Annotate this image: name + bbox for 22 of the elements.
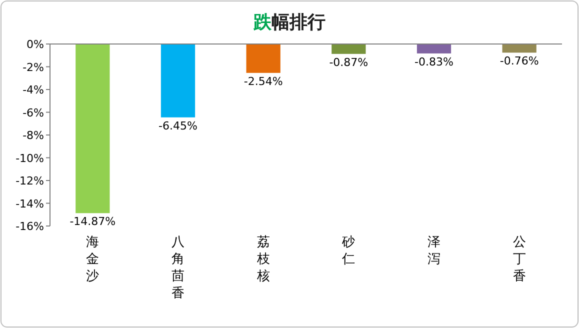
y-tick-label: 0%	[26, 38, 44, 51]
y-tick-label: -4%	[22, 84, 44, 96]
y-tick-label: -12%	[16, 174, 44, 188]
y-tick-label: -8%	[22, 129, 44, 142]
data-label: -0.76%	[500, 54, 539, 68]
x-tick-label: 海金沙	[86, 235, 100, 284]
y-tick-label: -16%	[16, 220, 44, 233]
x-tick-label: 泽泻	[428, 235, 440, 267]
chart-title: 跌幅排行	[252, 12, 326, 33]
y-tick-label: -6%	[22, 106, 44, 120]
data-label: -14.87%	[70, 215, 116, 228]
data-label: -6.45%	[158, 119, 198, 132]
y-tick-label: -14%	[16, 197, 44, 210]
x-tick-label: 八角茴香	[172, 235, 184, 301]
x-tick-label: 砂仁	[341, 235, 356, 267]
data-label: -0.83%	[414, 55, 454, 68]
data-label: -2.54%	[244, 74, 283, 88]
y-tick-label: -2%	[22, 60, 44, 74]
x-tick-label: 荔枝核	[256, 235, 270, 284]
data-label: -0.87%	[329, 56, 368, 69]
x-tick-label: 公丁香	[512, 235, 526, 284]
y-tick-label: -10%	[16, 152, 44, 165]
